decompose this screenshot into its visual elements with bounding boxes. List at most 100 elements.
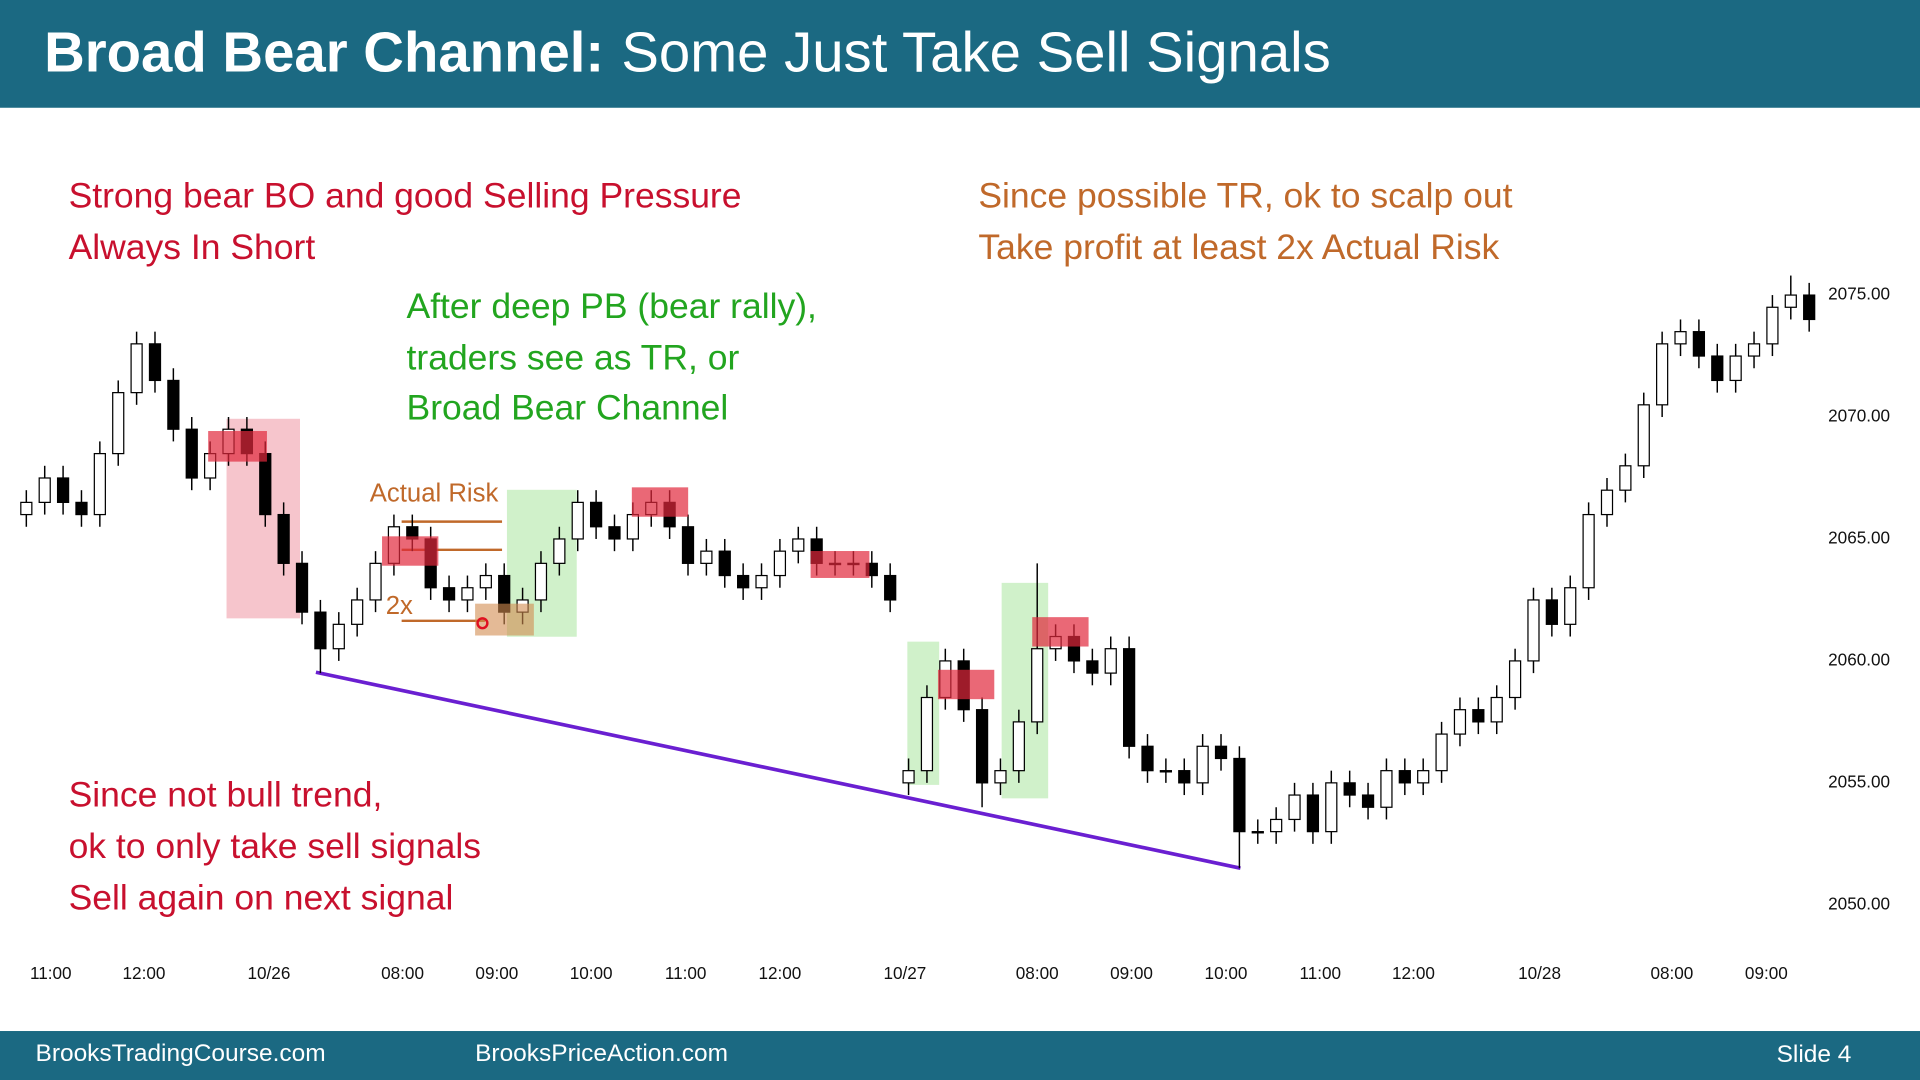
candle-body bbox=[1711, 355, 1724, 382]
candle-body bbox=[1490, 696, 1503, 723]
candle-body bbox=[56, 477, 70, 503]
actual-risk-label: Actual Risk bbox=[370, 479, 499, 507]
candle-body bbox=[1122, 648, 1136, 747]
x-tick-label: 10:00 bbox=[1205, 963, 1248, 983]
x-tick-label: 12:00 bbox=[123, 963, 166, 983]
candle-body bbox=[1766, 306, 1779, 345]
annotation: Broad Bear Channel bbox=[407, 388, 729, 428]
annotation: Always In Short bbox=[69, 227, 316, 267]
candle-body bbox=[369, 562, 382, 601]
candle-body bbox=[718, 550, 731, 577]
candle-body bbox=[994, 770, 1007, 784]
candle-body bbox=[737, 574, 750, 589]
candle-body bbox=[792, 538, 805, 552]
candle-body bbox=[1104, 648, 1117, 674]
candle-body bbox=[755, 574, 768, 589]
candle-body bbox=[1564, 587, 1577, 625]
footer-middle: BrooksPriceAction.com bbox=[475, 1040, 728, 1067]
x-tick-label: 10:00 bbox=[570, 963, 613, 983]
candle-body bbox=[167, 379, 180, 430]
candle-body bbox=[461, 587, 474, 601]
candle-body bbox=[1692, 331, 1706, 357]
candle-body bbox=[1159, 770, 1173, 773]
candle-body bbox=[1196, 745, 1209, 784]
x-tick-label: 08:00 bbox=[1016, 963, 1059, 983]
candle-body bbox=[295, 562, 309, 613]
candle-body bbox=[534, 562, 548, 601]
candle-body bbox=[332, 623, 345, 650]
candle-body bbox=[773, 550, 787, 577]
candle-body bbox=[1582, 513, 1595, 589]
candle-body bbox=[185, 428, 198, 479]
x-tick-label: 09:00 bbox=[1745, 963, 1788, 983]
candle-body bbox=[1343, 782, 1356, 796]
annotation: Take profit at least 2x Actual Risk bbox=[978, 227, 1499, 267]
x-tick-label: 11:00 bbox=[665, 963, 707, 983]
candle-body bbox=[112, 392, 125, 455]
candle-body bbox=[1398, 770, 1411, 784]
footer-band bbox=[0, 1031, 1920, 1080]
candle-body bbox=[1031, 648, 1044, 723]
candle-body bbox=[75, 501, 88, 516]
candle-body bbox=[314, 611, 327, 650]
candle-body bbox=[148, 343, 162, 382]
candle-body bbox=[553, 538, 566, 564]
annotation: Since possible TR, ok to scalp out bbox=[978, 176, 1512, 216]
candle-body bbox=[1656, 343, 1669, 406]
x-tick-label: 10/28 bbox=[1518, 963, 1561, 983]
candle-body bbox=[1251, 831, 1264, 834]
candle-body bbox=[1361, 794, 1375, 808]
x-tick-label: 11:00 bbox=[30, 963, 72, 983]
candle-body bbox=[700, 550, 713, 564]
x-tick-label: 12:00 bbox=[1392, 963, 1435, 983]
candle-body bbox=[681, 526, 695, 564]
target-dot bbox=[476, 617, 489, 630]
candle-body bbox=[1233, 757, 1246, 833]
candle-body bbox=[1325, 782, 1338, 833]
sell-signal-bar bbox=[810, 551, 870, 578]
candle-body bbox=[1380, 770, 1393, 808]
header-band bbox=[0, 0, 1920, 108]
candle-body bbox=[1453, 709, 1467, 735]
sell-signal-bar bbox=[208, 431, 267, 462]
bear-trend-line bbox=[315, 670, 1241, 870]
candle-body bbox=[38, 477, 51, 503]
candle-body bbox=[571, 501, 584, 540]
y-tick-label: 2065.00 bbox=[1828, 527, 1890, 547]
annotation: After deep PB (bear rally), bbox=[407, 286, 817, 326]
annotation: Sell again on next signal bbox=[69, 877, 454, 917]
candle-body bbox=[20, 501, 33, 516]
candle-body bbox=[884, 574, 897, 601]
signal-boxes bbox=[208, 431, 1089, 700]
x-tick-label: 08:00 bbox=[381, 963, 424, 983]
candle-body bbox=[626, 513, 639, 540]
y-tick-label: 2070.00 bbox=[1828, 406, 1890, 426]
candle-body bbox=[1012, 721, 1025, 772]
x-tick-label: 09:00 bbox=[1110, 963, 1153, 983]
candle-body bbox=[1803, 294, 1816, 321]
candle-body bbox=[1729, 355, 1742, 382]
sell-signal-bar bbox=[382, 536, 439, 566]
candle-body bbox=[1508, 660, 1522, 699]
sell-signal-bar bbox=[1032, 617, 1089, 647]
candle-body bbox=[1600, 489, 1614, 516]
footer-left: BrooksTradingCourse.com bbox=[36, 1040, 326, 1067]
annotation: ok to only take sell signals bbox=[69, 826, 481, 866]
annotation: traders see as TR, or bbox=[407, 337, 740, 377]
title-bold: Broad Bear Channel: bbox=[44, 20, 604, 83]
candle-body bbox=[902, 770, 915, 784]
annotation: Since not bull trend, bbox=[69, 775, 383, 815]
candle-body bbox=[1472, 709, 1485, 723]
candle-body bbox=[1545, 599, 1558, 625]
x-tick-label: 08:00 bbox=[1650, 963, 1693, 983]
two-x-label: 2x bbox=[386, 592, 413, 620]
candle-body bbox=[479, 574, 492, 589]
x-tick-label: 09:00 bbox=[475, 963, 518, 983]
candle-body bbox=[975, 709, 989, 784]
candle-body bbox=[1288, 794, 1301, 821]
candle-body bbox=[1141, 745, 1154, 772]
x-tick-label: 10/27 bbox=[883, 963, 926, 983]
candle-body bbox=[1637, 404, 1650, 467]
